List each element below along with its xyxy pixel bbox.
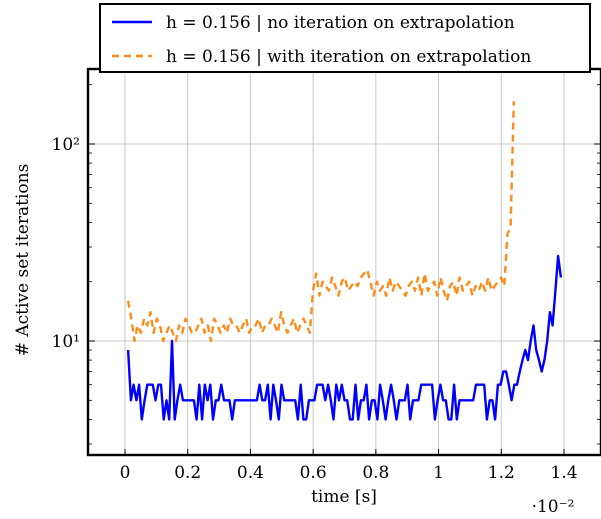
grid xyxy=(88,69,601,455)
x-tick-label: 0.8 xyxy=(362,463,389,483)
legend-entry-dashed: h = 0.156 | with iteration on extrapolat… xyxy=(166,47,531,67)
series-with-iteration-line xyxy=(126,101,515,343)
y-tick-label: 10² xyxy=(52,135,80,155)
y-tick-label: 10¹ xyxy=(52,332,80,352)
x-axis-label: time [s] xyxy=(311,487,377,507)
x-tick-label: 1.4 xyxy=(550,463,577,483)
x-tick-label: 0.6 xyxy=(300,463,327,483)
x-tick-label: 0.2 xyxy=(174,463,201,483)
legend-box xyxy=(99,3,591,73)
x-scale-note: ·10⁻² xyxy=(532,497,575,517)
ticks xyxy=(88,84,601,455)
x-tick-label: 0 xyxy=(120,463,131,483)
tick-labels: 0 0.2 0.4 0.6 0.8 1 1.2 1.4 10¹ 10² xyxy=(52,135,578,483)
x-tick-label: 1.2 xyxy=(488,463,515,483)
legend-entry-solid: h = 0.156 | no iteration on extrapolatio… xyxy=(166,13,515,33)
series-layer xyxy=(126,101,563,421)
x-tick-label: 0.4 xyxy=(237,463,264,483)
x-tick-label: 1 xyxy=(433,463,444,483)
y-axis-label: # Active set iterations xyxy=(13,164,33,357)
series-no-iteration-line xyxy=(126,254,563,421)
legend: h = 0.156 | no iteration on extrapolatio… xyxy=(99,3,591,73)
